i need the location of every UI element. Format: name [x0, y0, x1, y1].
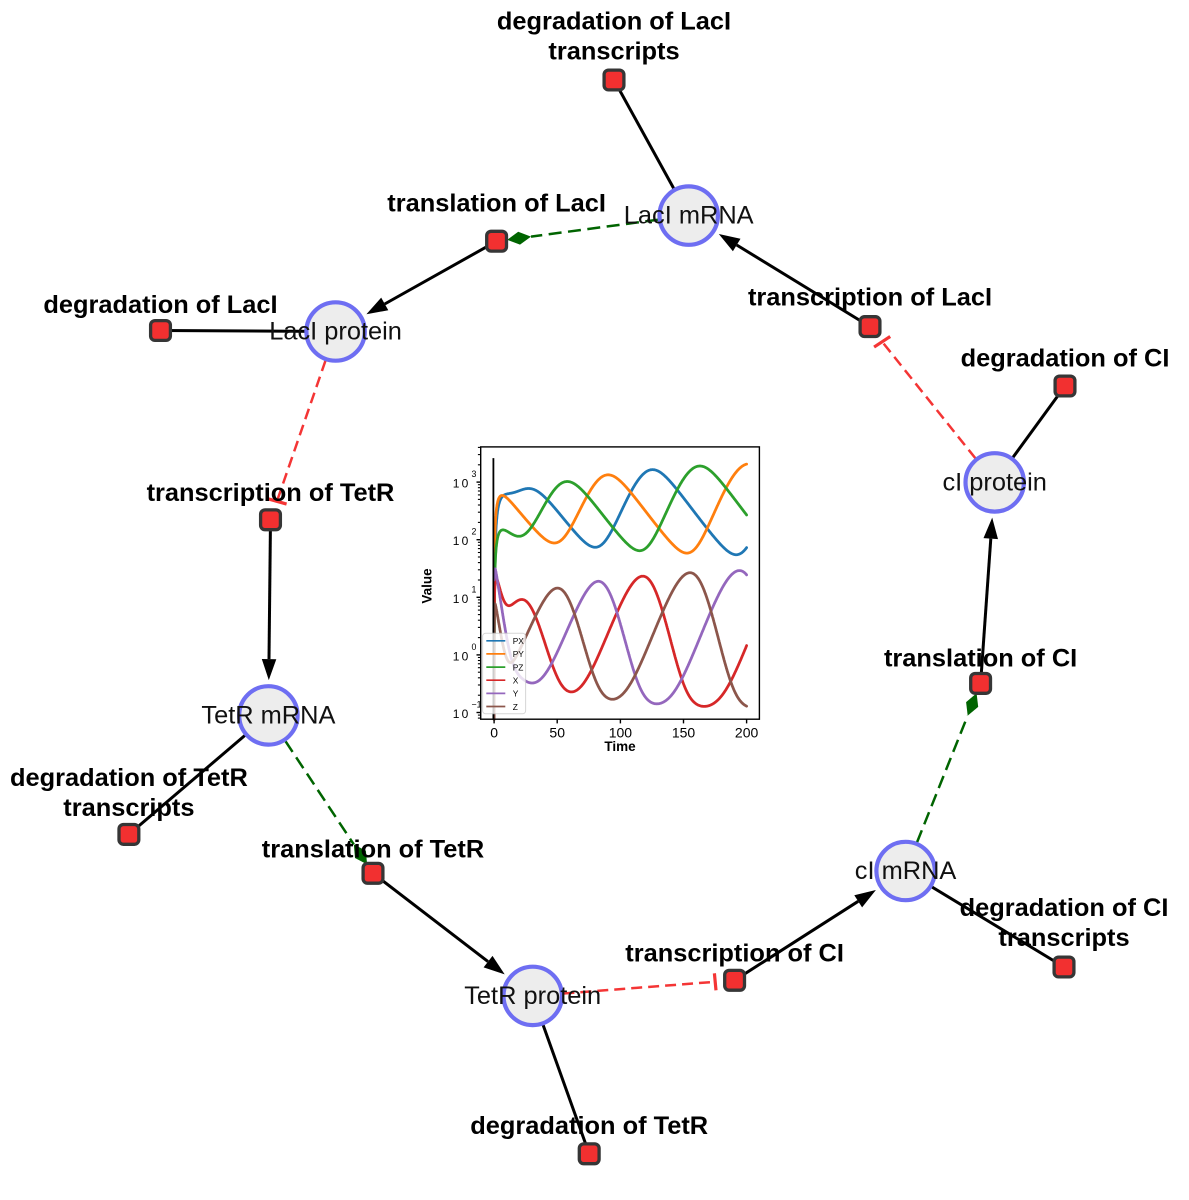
svg-text:0: 0: [472, 642, 477, 652]
svg-text:Y: Y: [513, 689, 519, 699]
svg-text:PY: PY: [513, 649, 525, 659]
svg-text:10: 10: [453, 707, 471, 721]
svg-text:degradation of TetR: degradation of TetR: [470, 1112, 708, 1140]
svg-text:10: 10: [453, 534, 471, 548]
svg-text:PX: PX: [513, 636, 525, 646]
svg-text:Time: Time: [604, 739, 636, 754]
svg-text:50: 50: [549, 725, 565, 741]
svg-text:degradation of LacI: degradation of LacI: [43, 291, 277, 319]
svg-text:3: 3: [472, 469, 477, 479]
svg-text:200: 200: [735, 725, 759, 741]
svg-text:10: 10: [453, 592, 471, 606]
svg-text:degradation of CI: degradation of CI: [960, 894, 1169, 922]
svg-text:translation of LacI: translation of LacI: [387, 190, 606, 218]
svg-text:degradation of CI: degradation of CI: [961, 345, 1170, 373]
svg-text:0: 0: [490, 725, 498, 741]
svg-text:Value: Value: [420, 568, 435, 604]
svg-text:cI mRNA: cI mRNA: [855, 857, 957, 885]
svg-text:translation of CI: translation of CI: [884, 644, 1077, 672]
svg-text:10: 10: [453, 477, 471, 491]
svg-text:degradation of LacI: degradation of LacI: [497, 8, 731, 36]
svg-text:100: 100: [609, 725, 633, 741]
svg-text:transcription of LacI: transcription of LacI: [748, 284, 992, 312]
svg-text:150: 150: [672, 725, 696, 741]
svg-text:transcription of CI: transcription of CI: [625, 940, 844, 968]
svg-text:transcription of TetR: transcription of TetR: [147, 479, 395, 507]
svg-text:TetR protein: TetR protein: [464, 982, 601, 1010]
svg-text:LacI protein: LacI protein: [269, 318, 402, 346]
svg-text:X: X: [513, 676, 519, 686]
svg-text:2: 2: [472, 527, 477, 537]
svg-text:1: 1: [472, 584, 477, 594]
svg-text:transcripts: transcripts: [998, 924, 1129, 952]
svg-text:−1: −1: [472, 700, 482, 710]
svg-text:10: 10: [453, 649, 471, 663]
svg-text:Z: Z: [513, 702, 518, 712]
svg-text:degradation of TetR: degradation of TetR: [10, 764, 248, 792]
svg-text:PZ: PZ: [513, 662, 524, 672]
svg-text:transcripts: transcripts: [63, 794, 194, 822]
svg-text:translation of TetR: translation of TetR: [262, 836, 484, 864]
svg-text:transcripts: transcripts: [548, 38, 679, 66]
svg-text:cI protein: cI protein: [942, 468, 1046, 496]
svg-text:TetR mRNA: TetR mRNA: [201, 701, 335, 729]
svg-text:LacI mRNA: LacI mRNA: [624, 202, 754, 230]
